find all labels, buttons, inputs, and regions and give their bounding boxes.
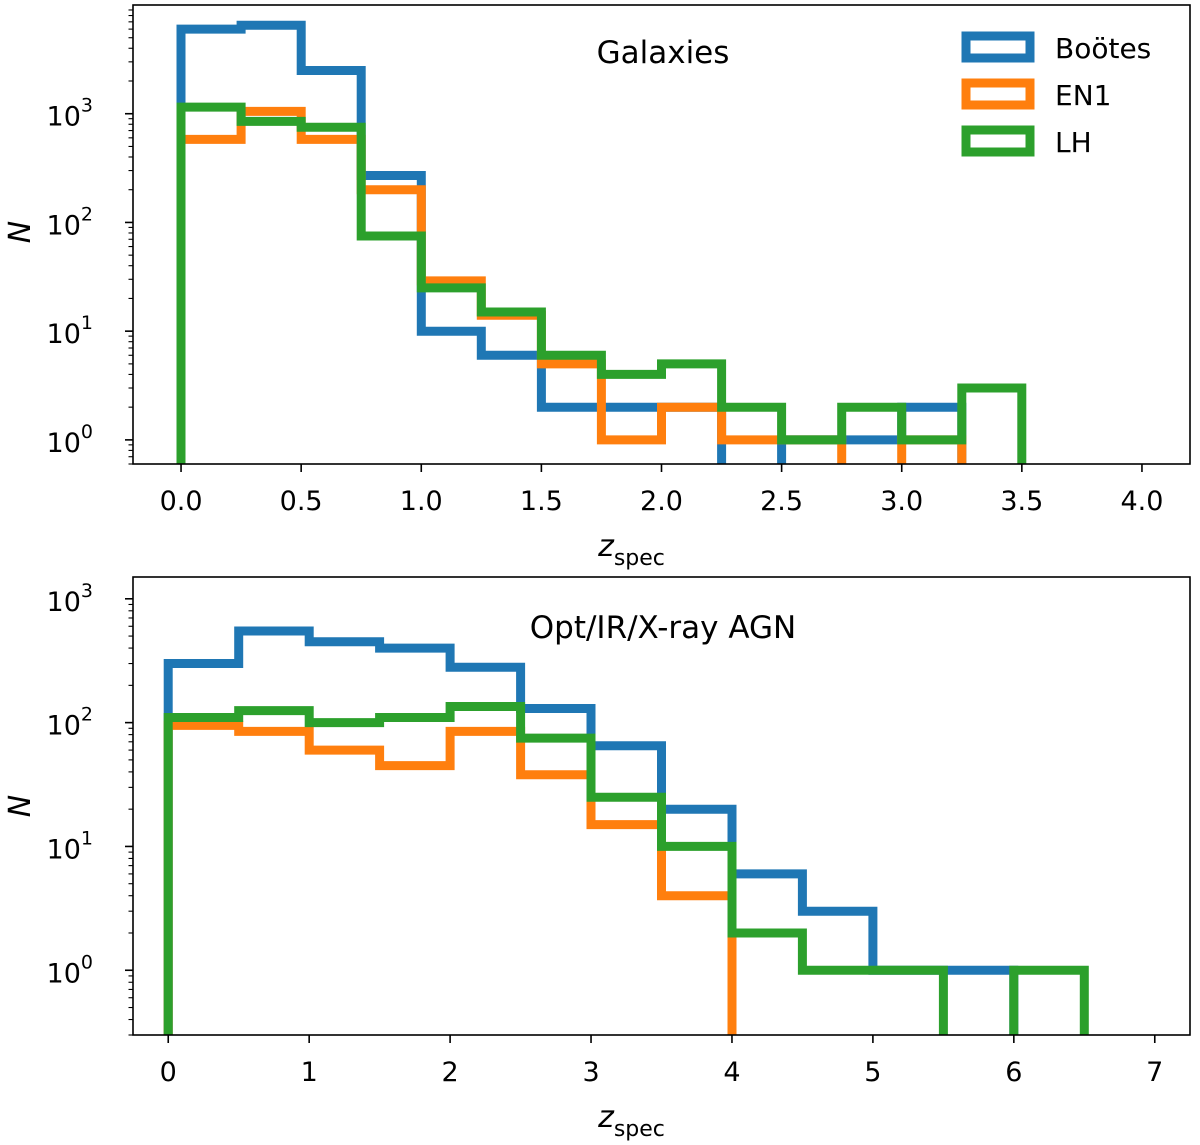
axes-frame bbox=[132, 4, 1191, 465]
legend-label: Boötes bbox=[1055, 32, 1151, 65]
y-tick-label: 103 bbox=[47, 95, 93, 133]
x-tick-label: 4.0 bbox=[1120, 486, 1163, 517]
legend-label: EN1 bbox=[1055, 79, 1111, 112]
y-axis-label: N bbox=[3, 221, 38, 243]
x-tick-label: 5 bbox=[864, 1057, 881, 1088]
y-tick-label: 100 bbox=[47, 421, 93, 459]
x-axis-label: zspec bbox=[597, 1100, 665, 1142]
agn-panel: 0 1 2 3 4 5 6 7 100 101 102 103 Opt/IR/X-ray AGN zspe… bbox=[3, 576, 1191, 1142]
x-tick-label: 3.0 bbox=[880, 486, 923, 517]
x-tick-label: 0.0 bbox=[160, 486, 203, 517]
legend-label: LH bbox=[1055, 126, 1092, 159]
y-axis-label: N bbox=[3, 795, 38, 817]
x-tick-label: 1 bbox=[301, 1057, 318, 1088]
y-tick-label: 102 bbox=[47, 203, 93, 241]
y-tick-label: 101 bbox=[47, 827, 93, 865]
x-tick-label: 1.5 bbox=[520, 486, 563, 517]
y-tick-label: 101 bbox=[47, 312, 93, 350]
series-en1 bbox=[163, 720, 737, 1035]
series-bo-tes bbox=[163, 626, 1019, 1035]
panel-title: Galaxies bbox=[597, 35, 730, 71]
x-tick-label: 2 bbox=[442, 1057, 459, 1088]
x-tick-label: 7 bbox=[1146, 1057, 1163, 1088]
series-bo-tes bbox=[176, 20, 967, 464]
x-tick-label: 0.5 bbox=[280, 486, 323, 517]
series-lh bbox=[176, 102, 1027, 464]
galaxies-panel: 0.0 0.5 1.0 1.5 2.0 2.5 3.0 3.5 4.0 100 101 102 103 G… bbox=[3, 4, 1191, 571]
y-tick-label: 103 bbox=[47, 580, 93, 618]
x-tick-label: 3 bbox=[582, 1057, 599, 1088]
x-tick-label: 6 bbox=[1005, 1057, 1022, 1088]
x-tick-label: 0 bbox=[160, 1057, 177, 1088]
legend: Boötes EN1 LH bbox=[961, 31, 1151, 159]
y-tick-label: 102 bbox=[47, 704, 93, 742]
x-tick-label: 2.5 bbox=[760, 486, 803, 517]
y-tick-label: 100 bbox=[47, 951, 93, 989]
legend-swatch bbox=[961, 31, 1035, 63]
x-tick-label: 2.0 bbox=[640, 486, 683, 517]
panel-title: Opt/IR/X-ray AGN bbox=[530, 610, 797, 646]
series-en1 bbox=[176, 106, 967, 464]
series-lh bbox=[163, 702, 1089, 1035]
x-axis-label: zspec bbox=[597, 529, 665, 571]
x-tick-label: 3.5 bbox=[1000, 486, 1043, 517]
x-tick-label: 4 bbox=[723, 1057, 740, 1088]
axes-frame bbox=[132, 576, 1191, 1036]
legend-swatch bbox=[961, 78, 1035, 110]
legend-swatch bbox=[961, 125, 1035, 157]
x-tick-label: 1.0 bbox=[400, 486, 443, 517]
